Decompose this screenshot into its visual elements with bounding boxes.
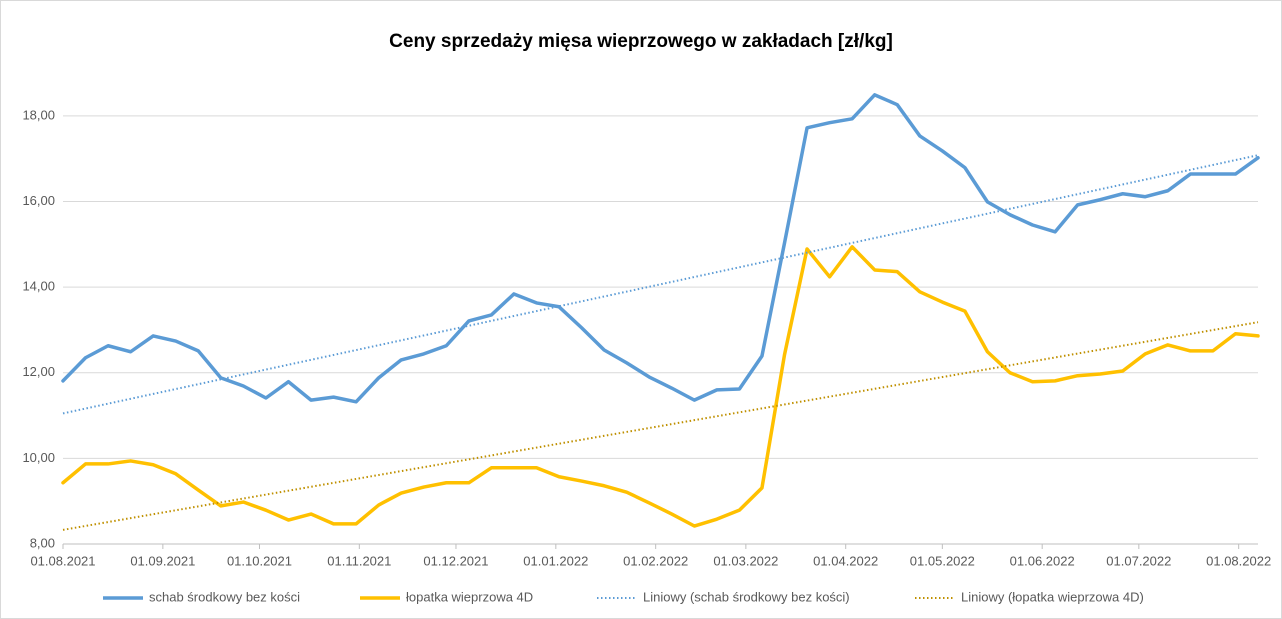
chart-title: Ceny sprzedaży mięsa wieprzowego w zakła…	[389, 31, 893, 52]
y-tick-label: 18,00	[22, 107, 55, 122]
legend-label: Liniowy (łopatka wieprzowa 4D)	[961, 589, 1144, 604]
x-tick-label: 01.06.2022	[1010, 553, 1075, 568]
y-tick-label: 12,00	[22, 364, 55, 379]
x-tick-label: 01.05.2022	[910, 553, 975, 568]
series-line	[61, 245, 1260, 528]
legend-label: Liniowy (schab środkowy bez kości)	[643, 589, 850, 604]
y-tick-label: 10,00	[22, 450, 55, 465]
x-tick-label: 01.10.2021	[227, 553, 292, 568]
x-tick-label: 01.07.2022	[1106, 553, 1171, 568]
x-tick-label: 01.08.2022	[1206, 553, 1271, 568]
x-tick-label: 01.02.2022	[623, 553, 688, 568]
x-tick-label: 01.09.2021	[130, 553, 195, 568]
x-tick-label: 01.11.2021	[327, 553, 391, 568]
x-tick-label: 01.12.2021	[423, 553, 488, 568]
y-tick-label: 14,00	[22, 279, 55, 294]
x-tick-label: 01.03.2022	[713, 553, 778, 568]
legend-label: łopatka wieprzowa 4D	[406, 589, 533, 604]
x-tick-label: 01.01.2022	[523, 553, 588, 568]
x-tick-label: 01.08.2021	[30, 553, 95, 568]
y-tick-label: 8,00	[30, 535, 55, 550]
series-line	[61, 93, 1260, 404]
y-tick-label: 16,00	[22, 193, 55, 208]
legend-label: schab środkowy bez kości	[149, 589, 300, 604]
x-tick-label: 01.04.2022	[813, 553, 878, 568]
